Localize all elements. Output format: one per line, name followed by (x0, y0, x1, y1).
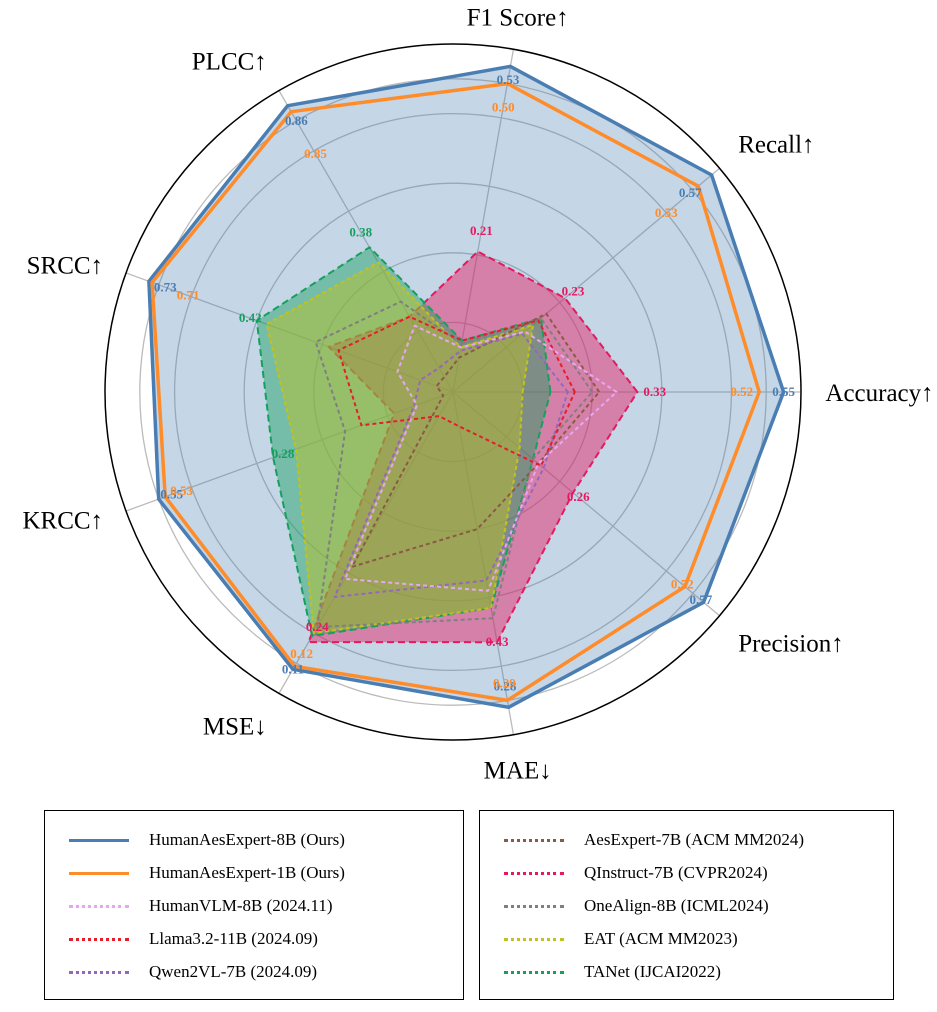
axis-label-2: F1 Score↑ (467, 4, 569, 31)
legend-line-swatch (504, 937, 564, 941)
value-label-18: 0.11 (282, 661, 304, 676)
series-polygon-1 (150, 81, 761, 703)
legend-item: AesExpert-7B (ACM MM2024) (504, 827, 804, 853)
axis-label-8: Precision↑ (738, 630, 844, 657)
legend-label: OneAlign-8B (ICML2024) (584, 896, 769, 915)
value-label-2: 0.33 (643, 384, 666, 399)
legend-item: TANet (IJCAI2022) (504, 959, 721, 985)
value-label-17: 0.28 (272, 446, 295, 461)
legend-item: HumanVLM-8B (2024.11) (69, 893, 333, 919)
legend-item: QInstruct-7B (CVPR2024) (504, 860, 768, 886)
value-label-19: 0.12 (290, 646, 313, 661)
radar-frame (104, 43, 802, 741)
value-label-21: 0.28 (494, 679, 517, 694)
value-label-9: 0.86 (285, 113, 308, 128)
series-polygon-5 (351, 312, 601, 568)
value-label-20: 0.24 (306, 619, 329, 634)
value-label-8: 0.21 (470, 223, 493, 238)
legend-label: HumanAesExpert-1B (Ours) (149, 863, 345, 882)
value-label-7: 0.50 (492, 100, 515, 115)
value-label-6: 0.53 (497, 72, 520, 87)
legend-line-swatch (504, 871, 564, 875)
legend-line-swatch (69, 838, 129, 842)
value-label-22: 0.29 (493, 675, 516, 690)
value-label-24: 0.57 (690, 592, 713, 607)
legend-line-swatch (69, 937, 129, 941)
value-label-23: 0.43 (486, 634, 509, 649)
legend-item: EAT (ACM MM2023) (504, 926, 738, 952)
axis-label-6: MSE↓ (203, 714, 267, 741)
legend-item: OneAlign-8B (ICML2024) (504, 893, 769, 919)
series-polygon-7 (314, 300, 594, 629)
axis-label-1: Recall↑ (738, 132, 814, 159)
series-polygon-4 (333, 332, 569, 598)
legend-line-swatch (69, 871, 129, 875)
value-label-16: 0.53 (170, 483, 193, 498)
axis-spoke-1 (452, 167, 721, 393)
legend-line-swatch (504, 904, 564, 908)
value-label-4: 0.53 (655, 205, 678, 220)
legend-line-swatch (504, 838, 564, 842)
value-label-12: 0.73 (154, 279, 177, 294)
axis-label-0: Accuracy↑ (825, 380, 933, 407)
axis-label-7: MAE↓ (484, 758, 552, 785)
axis-spoke-7 (452, 391, 515, 735)
series-polygon-6 (307, 250, 639, 644)
legend-item: Qwen2VL-7B (2024.09) (69, 959, 317, 985)
legend-line-swatch (69, 904, 129, 908)
value-label-15: 0.55 (160, 486, 183, 501)
legend-item: HumanAesExpert-1B (Ours) (69, 860, 345, 886)
value-label-13: 0.71 (177, 288, 200, 303)
axis-spoke-5 (125, 391, 454, 512)
value-label-14: 0.42 (239, 310, 262, 325)
axis-spoke-2 (452, 49, 515, 393)
legend-label: QInstruct-7B (CVPR2024) (584, 863, 768, 882)
value-label-26: 0.26 (567, 489, 590, 504)
legend-line-swatch (69, 970, 129, 974)
value-label-11: 0.38 (349, 224, 372, 239)
series-polygon-3 (337, 315, 576, 467)
legend-item: HumanAesExpert-8B (Ours) (69, 827, 345, 853)
axis-label-5: KRCC↑ (23, 507, 104, 534)
series-polygon-2 (344, 324, 618, 592)
value-label-0: 0.55 (772, 384, 795, 399)
legend-label: HumanAesExpert-8B (Ours) (149, 830, 345, 849)
value-label-1: 0.52 (730, 384, 753, 399)
legend-left: HumanAesExpert-8B (Ours) HumanAesExpert-1… (44, 810, 464, 1000)
legend-label: Llama3.2-11B (2024.09) (149, 929, 318, 948)
series-polygon-0 (147, 64, 786, 710)
axis-spoke-8 (452, 391, 721, 617)
legend-line-swatch (504, 970, 564, 974)
series-polygon-9 (255, 246, 552, 638)
axis-spoke-3 (278, 90, 454, 393)
axis-label-3: PLCC↑ (192, 49, 267, 76)
legend-right: AesExpert-7B (ACM MM2024) QInstruct-7B (C… (479, 810, 894, 1000)
legend-label: Qwen2VL-7B (2024.09) (149, 962, 318, 981)
legend-label: TANet (IJCAI2022) (584, 962, 721, 981)
radar-chart: 0.550.520.330.570.530.230.530.500.210.86… (23, 4, 934, 785)
legend-item: Llama3.2-11B (2024.09) (69, 926, 318, 952)
legend-label: AesExpert-7B (ACM MM2024) (584, 830, 805, 849)
value-label-25: 0.52 (671, 576, 694, 591)
legend-label: EAT (ACM MM2023) (584, 929, 738, 948)
value-label-10: 0.85 (304, 146, 327, 161)
value-label-5: 0.23 (562, 283, 585, 298)
axis-label-4: SRCC↑ (27, 253, 103, 280)
value-label-3: 0.57 (679, 185, 702, 200)
legend-label: HumanVLM-8B (2024.11) (149, 896, 333, 915)
